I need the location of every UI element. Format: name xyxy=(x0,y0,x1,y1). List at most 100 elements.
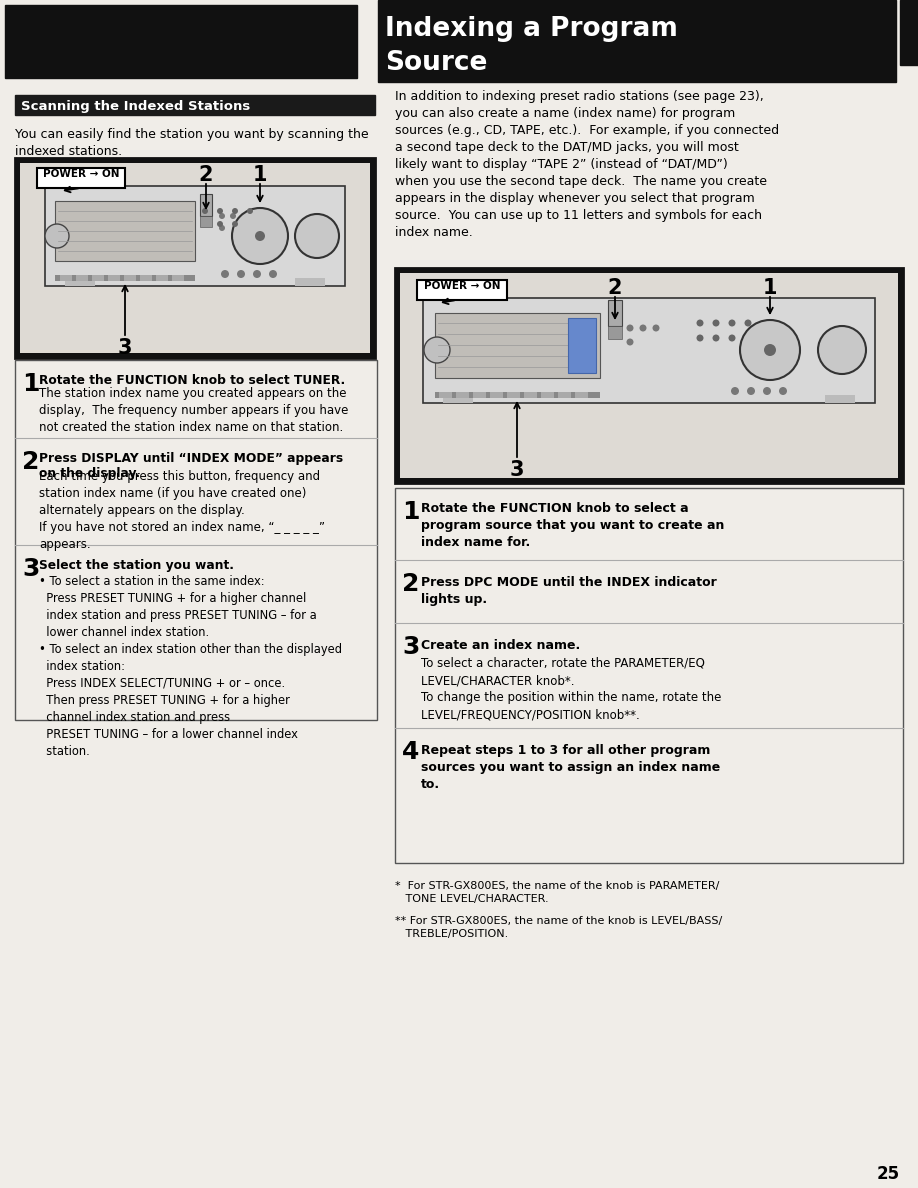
Text: 1: 1 xyxy=(402,500,420,524)
Bar xyxy=(524,392,537,398)
Text: 3: 3 xyxy=(509,460,524,480)
Text: POWER → ON: POWER → ON xyxy=(43,169,119,179)
Circle shape xyxy=(697,320,703,327)
Text: Press DPC MODE until the INDEX indicator
lights up.: Press DPC MODE until the INDEX indicator… xyxy=(421,576,717,606)
Circle shape xyxy=(45,225,69,248)
Text: 25: 25 xyxy=(877,1165,900,1183)
Circle shape xyxy=(653,324,659,331)
Text: Each time you press this button, frequency and
station index name (if you have c: Each time you press this button, frequen… xyxy=(39,470,325,551)
Circle shape xyxy=(219,213,225,219)
Circle shape xyxy=(640,324,646,331)
Bar xyxy=(140,274,152,282)
Text: The station index name you created appears on the
display,  The frequency number: The station index name you created appea… xyxy=(39,387,348,434)
Circle shape xyxy=(626,324,633,331)
Circle shape xyxy=(202,221,208,227)
Bar xyxy=(456,392,469,398)
Text: 3: 3 xyxy=(118,339,132,358)
Bar xyxy=(108,274,120,282)
Text: POWER → ON: POWER → ON xyxy=(424,282,500,291)
Bar xyxy=(443,394,473,403)
Text: 1: 1 xyxy=(252,165,267,185)
Circle shape xyxy=(712,335,720,341)
Bar xyxy=(400,273,898,478)
Bar xyxy=(575,392,588,398)
Circle shape xyxy=(779,387,787,394)
Bar xyxy=(378,0,896,82)
Bar xyxy=(439,392,452,398)
Bar xyxy=(541,392,554,398)
Bar xyxy=(15,95,375,115)
Bar xyxy=(65,278,95,286)
Text: In addition to indexing preset radio stations (see page 23),
you can also create: In addition to indexing preset radio sta… xyxy=(395,90,779,239)
Text: *  For STR-GX800ES, the name of the knob is PARAMETER/
   TONE LEVEL/CHARACTER.: * For STR-GX800ES, the name of the knob … xyxy=(395,881,720,904)
Text: 2: 2 xyxy=(608,278,622,298)
Text: You can easily find the station you want by scanning the
indexed stations.: You can easily find the station you want… xyxy=(15,128,369,158)
Text: To select a character, rotate the PARAMETER/EQ
LEVEL/CHARACTER knob*.
To change : To select a character, rotate the PARAME… xyxy=(421,657,722,721)
Text: Repeat steps 1 to 3 for all other program
sources you want to assign an index na: Repeat steps 1 to 3 for all other progra… xyxy=(421,744,721,791)
Circle shape xyxy=(747,387,755,394)
Text: Scanning the Indexed Stations: Scanning the Indexed Stations xyxy=(21,100,251,113)
Bar xyxy=(900,0,918,65)
Bar xyxy=(124,274,136,282)
Text: 2: 2 xyxy=(199,165,213,185)
Text: Rotate the FUNCTION knob to select TUNER.: Rotate the FUNCTION knob to select TUNER… xyxy=(39,374,345,387)
Bar xyxy=(172,274,184,282)
Bar xyxy=(92,274,104,282)
Bar xyxy=(423,298,875,403)
Bar xyxy=(295,278,325,286)
Bar xyxy=(76,274,88,282)
Bar xyxy=(608,301,622,326)
Bar xyxy=(200,216,212,227)
Circle shape xyxy=(731,387,739,394)
Bar xyxy=(507,392,520,398)
Circle shape xyxy=(230,213,236,219)
Text: Source: Source xyxy=(385,50,487,76)
Text: 3: 3 xyxy=(22,557,39,581)
Circle shape xyxy=(241,213,247,219)
Text: 1: 1 xyxy=(22,372,39,396)
Circle shape xyxy=(424,337,450,364)
Text: Create an index name.: Create an index name. xyxy=(421,639,580,652)
Text: Select the station you want.: Select the station you want. xyxy=(39,560,234,571)
Bar xyxy=(200,194,212,216)
Bar xyxy=(473,392,486,398)
Text: 2: 2 xyxy=(402,571,420,596)
Circle shape xyxy=(232,208,238,214)
Circle shape xyxy=(764,345,776,356)
Circle shape xyxy=(232,208,288,264)
Bar xyxy=(60,274,72,282)
Text: 2: 2 xyxy=(22,450,39,474)
Circle shape xyxy=(217,221,223,227)
Bar xyxy=(568,318,596,373)
Bar xyxy=(435,312,600,378)
Circle shape xyxy=(744,320,752,327)
Circle shape xyxy=(712,320,720,327)
Text: Indexing a Program: Indexing a Program xyxy=(385,15,677,42)
Circle shape xyxy=(729,335,735,341)
Circle shape xyxy=(729,320,735,327)
Bar xyxy=(395,268,903,484)
Bar xyxy=(37,168,125,188)
Circle shape xyxy=(255,230,265,241)
Circle shape xyxy=(253,270,261,278)
Bar xyxy=(558,392,571,398)
Bar xyxy=(45,187,345,286)
Circle shape xyxy=(626,339,633,346)
Circle shape xyxy=(219,225,225,230)
Bar xyxy=(435,392,600,398)
Text: 1: 1 xyxy=(763,278,778,298)
Bar xyxy=(395,488,903,862)
Bar xyxy=(608,326,622,339)
Circle shape xyxy=(202,208,208,214)
Circle shape xyxy=(269,270,277,278)
Bar xyxy=(20,163,370,353)
Circle shape xyxy=(740,320,800,380)
Text: Rotate the FUNCTION knob to select a
program source that you want to create an
i: Rotate the FUNCTION knob to select a pro… xyxy=(421,503,724,549)
Text: 3: 3 xyxy=(402,636,420,659)
Bar xyxy=(55,274,195,282)
Text: 4: 4 xyxy=(402,740,420,764)
Circle shape xyxy=(697,335,703,341)
Bar xyxy=(15,360,377,720)
Bar xyxy=(5,5,357,78)
Circle shape xyxy=(295,214,339,258)
